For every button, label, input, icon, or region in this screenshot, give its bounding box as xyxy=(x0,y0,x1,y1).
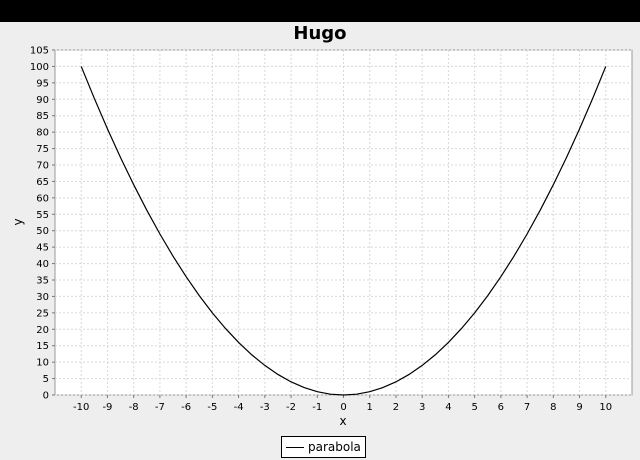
y-tick-label: 60 xyxy=(36,193,49,204)
y-tick-label: 40 xyxy=(36,259,49,270)
x-tick-label: -9 xyxy=(102,402,112,413)
x-tick-label: 0 xyxy=(340,402,346,413)
y-tick-label: 20 xyxy=(36,325,49,336)
x-tick-label: -6 xyxy=(181,402,191,413)
x-tick-label: -2 xyxy=(286,402,296,413)
x-tick-label: -5 xyxy=(207,402,217,413)
y-tick-label: 0 xyxy=(43,391,49,402)
x-axis-ticks: -10 -9 -8 -7 -6 -5 -4 -3 -2 -1 0 1 2 3 4 5 6 7 8 9 10 xyxy=(73,395,612,413)
y-tick-label: 30 xyxy=(36,292,49,303)
x-tick-label: 4 xyxy=(445,402,451,413)
window-title-bar xyxy=(0,0,640,22)
x-tick-label: -1 xyxy=(312,402,322,413)
x-tick-label: 1 xyxy=(367,402,373,413)
y-tick-label: 70 xyxy=(36,161,49,172)
x-tick-label: 6 xyxy=(498,402,504,413)
x-tick-label: 2 xyxy=(393,402,399,413)
y-tick-label: 80 xyxy=(36,128,49,139)
x-tick-label: 5 xyxy=(471,402,477,413)
y-tick-label: 50 xyxy=(36,226,49,237)
y-tick-label: 55 xyxy=(36,210,49,221)
grid-lines xyxy=(55,49,632,396)
y-tick-label: 5 xyxy=(43,374,49,385)
x-tick-label: -8 xyxy=(129,402,139,413)
x-tick-label: 3 xyxy=(419,402,425,413)
y-tick-label: 85 xyxy=(36,111,49,122)
y-tick-label: 25 xyxy=(36,308,49,319)
x-tick-label: 8 xyxy=(550,402,556,413)
x-tick-label: 9 xyxy=(576,402,582,413)
x-tick-label: -4 xyxy=(234,402,244,413)
y-tick-label: 100 xyxy=(30,62,49,73)
y-tick-label: 45 xyxy=(36,243,49,254)
x-axis-label: x xyxy=(339,414,346,428)
x-tick-label: 10 xyxy=(599,402,612,413)
y-tick-label: 75 xyxy=(36,144,49,155)
y-tick-label: 90 xyxy=(36,95,49,106)
y-tick-label: 105 xyxy=(30,46,49,57)
legend-swatch-parabola xyxy=(286,446,304,448)
series-line-parabola xyxy=(80,66,607,396)
y-tick-label: 10 xyxy=(36,358,49,369)
legend: parabola xyxy=(281,436,366,458)
y-axis-ticks: 0 5 10 15 20 25 30 35 40 45 50 55 60 65 70 75 80 85 90 95 10… xyxy=(30,46,55,402)
x-tick-label: 7 xyxy=(524,402,530,413)
y-tick-label: 15 xyxy=(36,341,49,352)
y-tick-label: 95 xyxy=(36,78,49,89)
y-axis-label: y xyxy=(11,218,25,225)
y-tick-label: 65 xyxy=(36,177,49,188)
y-tick-label: 35 xyxy=(36,276,49,287)
x-tick-label: -3 xyxy=(260,402,270,413)
chart-title: Hugo xyxy=(293,23,347,44)
x-tick-label: -7 xyxy=(155,402,165,413)
x-tick-label: -10 xyxy=(73,402,89,413)
legend-label-parabola: parabola xyxy=(308,440,361,454)
